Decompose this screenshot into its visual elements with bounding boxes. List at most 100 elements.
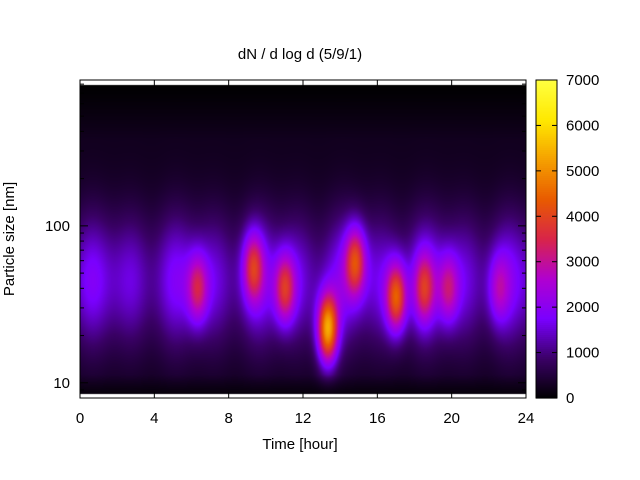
colorbar-segment [536, 366, 557, 369]
colorbar-segment [536, 141, 557, 145]
colorbar-segment [536, 131, 557, 135]
colorbar-segment [536, 179, 557, 182]
colorbar-segment [536, 209, 557, 212]
colorbar-segment [536, 244, 557, 248]
colorbar-segment [536, 125, 557, 129]
colorbar-segment [536, 109, 557, 113]
colorbar-segment [536, 306, 557, 310]
colorbar-segment [536, 85, 557, 89]
colorbar-segment [536, 95, 557, 99]
colorbar-segment [536, 129, 557, 133]
colorbar-segment [536, 308, 557, 312]
colorbar-segment [536, 344, 557, 347]
colorbar-segment [536, 211, 557, 214]
colorbar-segment [536, 233, 557, 236]
colorbar-segment [536, 390, 557, 393]
plot-area [80, 80, 526, 398]
colorbar-segment [536, 137, 557, 141]
colorbar-segment [536, 105, 557, 109]
colorbar-segment [536, 201, 557, 204]
colorbar-segment [536, 396, 557, 399]
colorbar-segment [536, 189, 557, 192]
x-tick-label: 0 [76, 410, 84, 427]
colorbar-segment [536, 159, 557, 163]
colorbar-segment [536, 103, 557, 107]
colorbar-segment [536, 330, 557, 334]
colorbar-segment [536, 292, 557, 296]
y-axis-label: Particle size [nm] [1, 182, 18, 296]
colorbar-segment [536, 223, 557, 226]
x-tick-label: 24 [518, 410, 535, 427]
colorbar-tick-label: 6000 [566, 117, 599, 134]
x-axis-label: Time [hour] [262, 436, 337, 453]
colorbar-segment [536, 296, 557, 300]
y-axis: 10 100 [45, 83, 526, 392]
colorbar-segment [536, 358, 557, 361]
y-tick-label: 100 [45, 218, 70, 235]
colorbar-segment [536, 121, 557, 125]
colorbar-tick-label: 0 [566, 390, 574, 407]
colorbar-tick-label: 2000 [566, 299, 599, 316]
colorbar-segment [536, 235, 557, 238]
colorbar-segment [536, 80, 557, 83]
colorbar-segment [536, 185, 557, 188]
colorbar-segment [536, 225, 557, 228]
colorbar-segment [536, 328, 557, 332]
colorbar-segment [536, 276, 557, 280]
colorbar-segment [536, 123, 557, 127]
colorbar-segment [536, 133, 557, 137]
colorbar-segment [536, 139, 557, 143]
colorbar-segment [536, 392, 557, 395]
colorbar-segment [536, 101, 557, 105]
colorbar-segment [536, 157, 557, 161]
colorbar-segment [536, 97, 557, 101]
colorbar-segment [536, 248, 557, 252]
colorbar-segment [536, 394, 557, 397]
colorbar-segment [536, 380, 557, 383]
colorbar-segment [536, 268, 557, 272]
colorbar-segment [536, 81, 557, 85]
colorbar-segment [536, 326, 557, 330]
colorbar-segment [536, 193, 557, 196]
colorbar-segment [536, 370, 557, 373]
colorbar-segment [536, 288, 557, 292]
colorbar-segment [536, 221, 557, 224]
colorbar-segment [536, 199, 557, 202]
colorbar-segment [536, 388, 557, 391]
colorbar-segment [536, 264, 557, 268]
colorbar-segment [536, 368, 557, 371]
colorbar-segment [536, 254, 557, 258]
colorbar-segment [536, 386, 557, 389]
x-tick-label: 20 [443, 410, 460, 427]
colorbar-segment [536, 203, 557, 206]
colorbar-segment [536, 93, 557, 97]
colorbar-segment [536, 286, 557, 290]
colorbar-segment [536, 284, 557, 288]
colorbar-segment [536, 302, 557, 306]
colorbar-segment [536, 135, 557, 139]
colorbar-segment [536, 89, 557, 93]
colorbar-segment [536, 250, 557, 254]
y-tick-label: 10 [53, 375, 70, 392]
colorbar-segment [536, 376, 557, 379]
colorbar-tick-label: 1000 [566, 345, 599, 362]
x-tick-label: 4 [150, 410, 158, 427]
colorbar-segment [536, 354, 557, 357]
colorbar-segment [536, 300, 557, 304]
colorbar-segment [536, 91, 557, 95]
colorbar-segment [536, 262, 557, 266]
colorbar-segment [536, 242, 557, 246]
colorbar-segment [536, 362, 557, 365]
colorbar-segment [536, 181, 557, 184]
colorbar-segment [536, 334, 557, 337]
colorbar-tick-label: 4000 [566, 208, 599, 225]
colorbar-segment [536, 310, 557, 314]
colorbar-segment [536, 360, 557, 363]
colorbar-segment [536, 320, 557, 324]
x-tick-label: 12 [295, 410, 312, 427]
colorbar-segment [536, 350, 557, 353]
colorbar-segment [536, 280, 557, 284]
colorbar-segment [536, 374, 557, 377]
colorbar-segment [536, 83, 557, 87]
colorbar-segment [536, 364, 557, 367]
